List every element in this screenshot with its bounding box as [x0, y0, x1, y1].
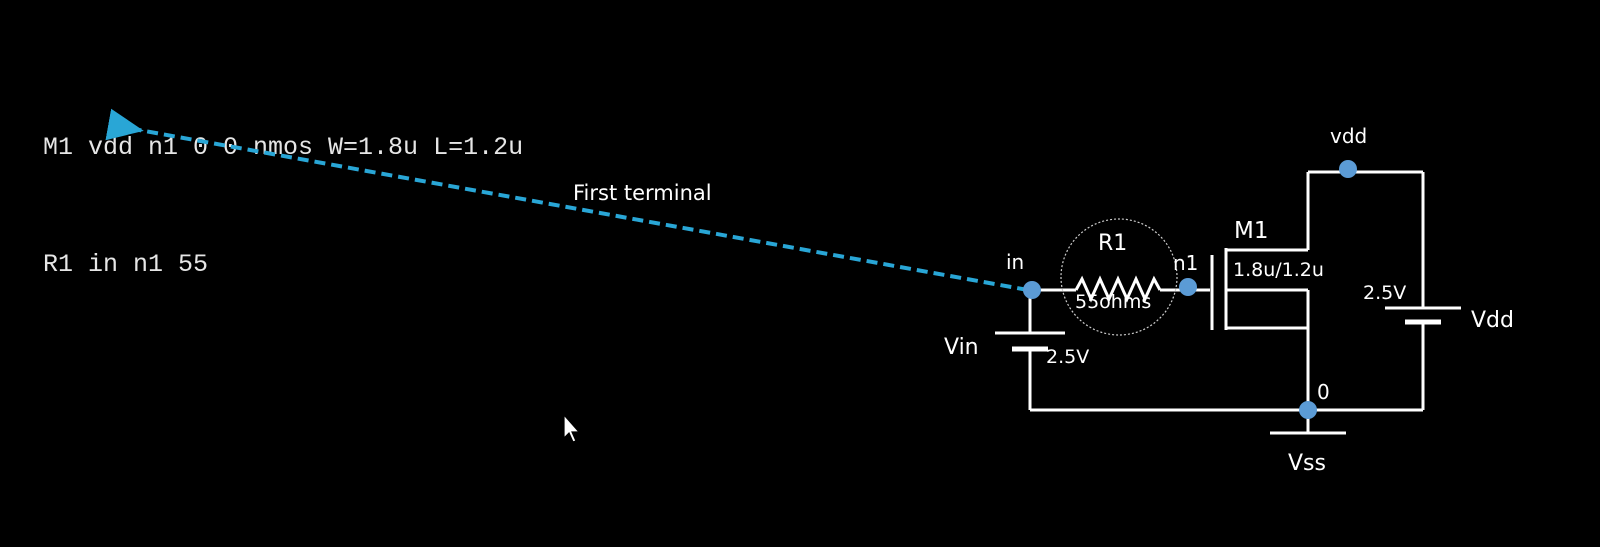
vdd-value-label: 2.5V: [1363, 282, 1406, 304]
mouse-pointer-icon: [563, 414, 581, 443]
ground-name-label: Vss: [1288, 451, 1326, 476]
resistor-value-label: 55ohms: [1075, 291, 1151, 313]
vin-name-label: Vin: [944, 335, 979, 360]
transistor-size-label: 1.8u/1.2u: [1233, 259, 1324, 281]
vin-source-symbol: [995, 331, 1065, 352]
node-vdd-label: vdd: [1330, 124, 1367, 148]
vdd-name-label: Vdd: [1471, 308, 1514, 333]
first-terminal-arrow: [105, 108, 1029, 292]
first-terminal-label: First terminal: [573, 181, 712, 205]
vin-value-label: 2.5V: [1046, 346, 1089, 368]
netlist-line-r1: R1 in n1 55: [43, 250, 209, 279]
resistor-highlight: [1060, 218, 1178, 336]
transistor-name-label: M1: [1234, 218, 1268, 244]
node-n1-label: n1: [1173, 251, 1198, 275]
node-in-dot: [1023, 281, 1041, 299]
node-zero-dot: [1299, 401, 1317, 419]
vdd-source-symbol: [1385, 306, 1461, 325]
resistor-name-label: R1: [1098, 231, 1127, 256]
node-n1-dot: [1179, 278, 1197, 296]
resistor-symbol: [1074, 275, 1162, 303]
node-zero-label: 0: [1317, 380, 1330, 404]
circuit-wires: [1028, 170, 1425, 432]
node-in-label: in: [1006, 250, 1024, 274]
node-vdd-dot: [1339, 160, 1357, 178]
